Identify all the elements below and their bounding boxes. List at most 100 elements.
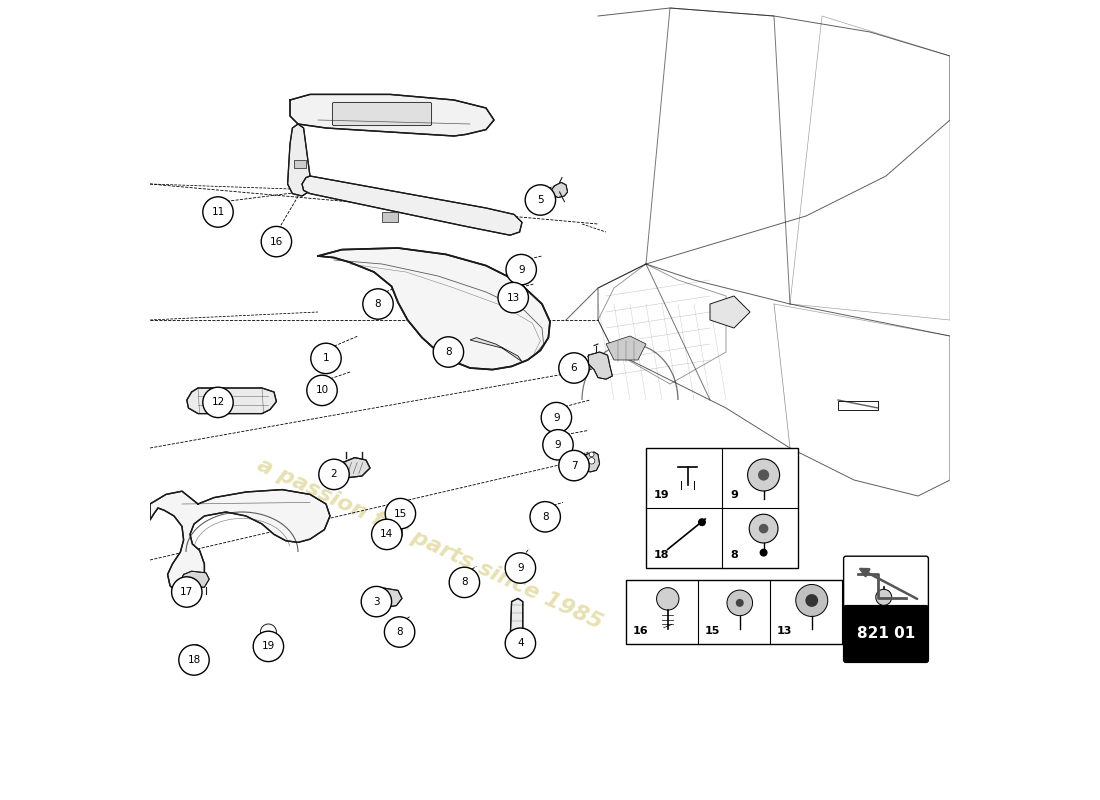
Bar bbox=[646, 448, 798, 568]
Text: 8: 8 bbox=[542, 512, 549, 522]
Polygon shape bbox=[510, 598, 522, 654]
Text: 10: 10 bbox=[848, 626, 864, 636]
Circle shape bbox=[505, 628, 536, 658]
Polygon shape bbox=[302, 176, 522, 235]
Text: 9: 9 bbox=[553, 413, 560, 422]
Bar bbox=[626, 580, 914, 644]
Polygon shape bbox=[150, 490, 330, 596]
Circle shape bbox=[202, 387, 233, 418]
Circle shape bbox=[795, 585, 828, 617]
Text: 17: 17 bbox=[180, 587, 194, 597]
Text: 8: 8 bbox=[375, 299, 382, 309]
Circle shape bbox=[505, 553, 536, 583]
Polygon shape bbox=[290, 94, 494, 136]
Text: 18: 18 bbox=[187, 655, 200, 665]
Circle shape bbox=[541, 402, 572, 433]
Text: 1: 1 bbox=[322, 354, 329, 363]
Text: 15: 15 bbox=[704, 626, 719, 636]
Circle shape bbox=[559, 353, 590, 383]
Circle shape bbox=[876, 590, 892, 606]
Circle shape bbox=[805, 594, 818, 607]
Circle shape bbox=[657, 588, 679, 610]
Circle shape bbox=[372, 519, 402, 550]
Text: 8: 8 bbox=[446, 347, 452, 357]
Text: 16: 16 bbox=[632, 626, 648, 636]
Circle shape bbox=[749, 514, 778, 543]
Text: 8: 8 bbox=[396, 627, 403, 637]
Circle shape bbox=[172, 577, 202, 607]
Text: 8: 8 bbox=[461, 578, 468, 587]
FancyBboxPatch shape bbox=[844, 606, 928, 662]
Circle shape bbox=[190, 645, 202, 658]
Text: 2: 2 bbox=[331, 470, 338, 479]
Text: 7: 7 bbox=[571, 461, 578, 470]
Circle shape bbox=[506, 254, 537, 285]
FancyBboxPatch shape bbox=[844, 556, 928, 610]
Polygon shape bbox=[588, 352, 613, 379]
Text: 9: 9 bbox=[730, 490, 738, 500]
Circle shape bbox=[736, 599, 744, 607]
Text: 15: 15 bbox=[394, 509, 407, 518]
Circle shape bbox=[698, 518, 706, 526]
Circle shape bbox=[261, 226, 292, 257]
Text: 9: 9 bbox=[518, 265, 525, 274]
Text: a passion for parts since 1985: a passion for parts since 1985 bbox=[254, 455, 606, 633]
Circle shape bbox=[748, 459, 780, 491]
Circle shape bbox=[433, 337, 463, 367]
Circle shape bbox=[530, 502, 560, 532]
Polygon shape bbox=[390, 514, 402, 539]
Text: 18: 18 bbox=[654, 550, 670, 560]
Circle shape bbox=[311, 343, 341, 374]
Text: 19: 19 bbox=[262, 642, 275, 651]
Circle shape bbox=[542, 430, 573, 460]
Polygon shape bbox=[470, 338, 522, 362]
Circle shape bbox=[758, 470, 769, 481]
Text: 13: 13 bbox=[777, 626, 792, 636]
Circle shape bbox=[384, 617, 415, 647]
Text: 5: 5 bbox=[537, 195, 543, 205]
Text: 6: 6 bbox=[571, 363, 578, 373]
Text: 12: 12 bbox=[211, 398, 224, 407]
Text: 19: 19 bbox=[654, 490, 670, 500]
Text: 11: 11 bbox=[211, 207, 224, 217]
Polygon shape bbox=[187, 388, 276, 414]
Polygon shape bbox=[710, 296, 750, 328]
Bar bbox=[382, 212, 398, 222]
Circle shape bbox=[253, 631, 284, 662]
Circle shape bbox=[361, 586, 392, 617]
Polygon shape bbox=[182, 571, 209, 587]
Circle shape bbox=[759, 524, 769, 534]
Text: 9: 9 bbox=[517, 563, 524, 573]
Circle shape bbox=[590, 452, 594, 457]
Circle shape bbox=[727, 590, 752, 616]
Text: 13: 13 bbox=[507, 293, 520, 302]
Text: 14: 14 bbox=[381, 530, 394, 539]
Polygon shape bbox=[551, 182, 568, 198]
Circle shape bbox=[363, 289, 393, 319]
Circle shape bbox=[525, 185, 556, 215]
Polygon shape bbox=[606, 336, 646, 360]
Text: 4: 4 bbox=[517, 638, 524, 648]
Circle shape bbox=[498, 282, 528, 313]
Circle shape bbox=[319, 459, 349, 490]
Polygon shape bbox=[339, 458, 370, 478]
Text: 3: 3 bbox=[373, 597, 380, 606]
Circle shape bbox=[385, 498, 416, 529]
Circle shape bbox=[261, 624, 276, 640]
Text: 9: 9 bbox=[554, 440, 561, 450]
Polygon shape bbox=[584, 452, 600, 472]
Polygon shape bbox=[287, 124, 310, 196]
Circle shape bbox=[179, 645, 209, 675]
Bar bbox=[838, 401, 878, 410]
Circle shape bbox=[588, 458, 595, 464]
Circle shape bbox=[559, 450, 590, 481]
Circle shape bbox=[307, 375, 338, 406]
Text: 16: 16 bbox=[270, 237, 283, 246]
FancyBboxPatch shape bbox=[332, 102, 431, 126]
Circle shape bbox=[760, 549, 768, 557]
Circle shape bbox=[202, 197, 233, 227]
Circle shape bbox=[449, 567, 480, 598]
Polygon shape bbox=[318, 248, 550, 370]
Text: 8: 8 bbox=[730, 550, 738, 560]
Polygon shape bbox=[396, 501, 410, 520]
